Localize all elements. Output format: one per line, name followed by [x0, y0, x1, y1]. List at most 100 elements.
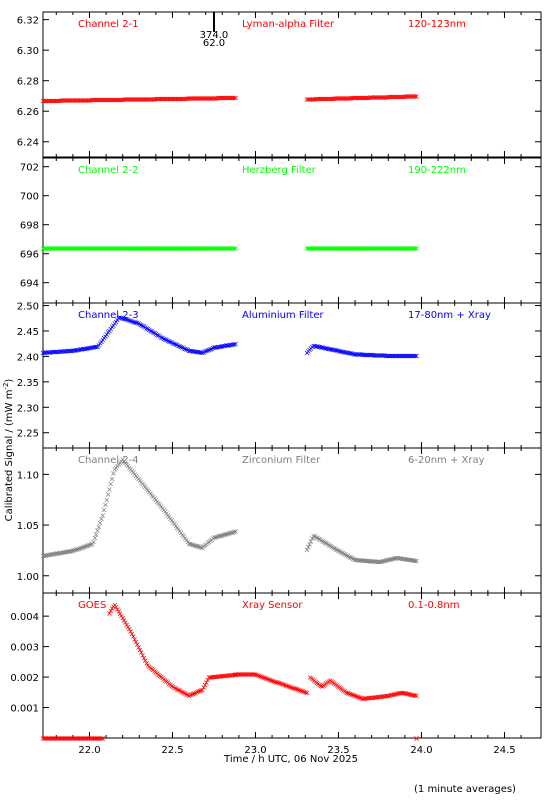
data-point: × — [268, 676, 275, 685]
data-point: × — [183, 536, 190, 545]
data-point: × — [339, 549, 346, 558]
data-point: × — [194, 688, 201, 697]
data-point: × — [314, 244, 321, 253]
data-point: × — [191, 347, 198, 356]
data-point: × — [207, 673, 214, 682]
data-point: × — [58, 347, 65, 356]
data-point: × — [157, 332, 164, 341]
data-point: × — [125, 622, 132, 631]
data-point: × — [202, 244, 209, 253]
data-point: × — [56, 549, 63, 558]
data-point: × — [134, 319, 141, 328]
data-point: × — [226, 94, 233, 103]
data-point: × — [343, 244, 350, 253]
data-point: × — [131, 635, 138, 644]
data-point: × — [195, 244, 202, 253]
data-point: × — [172, 94, 179, 103]
data-point: × — [231, 671, 238, 680]
data-point: × — [232, 340, 239, 349]
data-point: × — [191, 541, 198, 550]
data-point: × — [343, 94, 350, 103]
data-point: × — [129, 467, 136, 476]
data-point: × — [389, 93, 396, 102]
data-point: × — [66, 244, 73, 253]
data-point: × — [183, 94, 190, 103]
data-point: × — [135, 95, 142, 104]
data-point: × — [137, 476, 144, 485]
data-point: × — [351, 94, 358, 103]
data-point: × — [342, 348, 349, 357]
data-point: × — [198, 686, 205, 695]
data-point: × — [411, 556, 418, 565]
data-point: × — [408, 92, 415, 101]
data-point: × — [329, 345, 336, 354]
data-point: × — [141, 322, 148, 331]
data-point: × — [166, 679, 173, 688]
data-point: × — [412, 244, 419, 253]
data-point: × — [364, 350, 371, 359]
data-point: × — [371, 93, 378, 102]
data-point: × — [387, 351, 394, 360]
data-point: × — [339, 685, 346, 694]
data-point: × — [64, 244, 71, 253]
data-point: × — [269, 676, 276, 685]
data-point: × — [290, 684, 297, 693]
data-point: × — [77, 734, 84, 743]
data-point: × — [407, 92, 414, 101]
data-point: × — [384, 244, 391, 253]
data-point: × — [69, 346, 76, 355]
data-point: × — [212, 672, 219, 681]
data-point: × — [207, 94, 214, 103]
data-point: × — [393, 689, 400, 698]
data-point: × — [322, 344, 329, 353]
data-point: × — [129, 629, 136, 638]
data-point: × — [44, 348, 51, 357]
data-point: × — [413, 244, 420, 253]
data-point: × — [49, 244, 56, 253]
data-point: × — [134, 473, 141, 482]
data-point: × — [314, 678, 321, 687]
data-point: × — [157, 95, 164, 104]
data-point: × — [114, 462, 121, 471]
data-point: × — [42, 551, 49, 560]
data-point: × — [150, 328, 157, 337]
data-point: × — [45, 734, 52, 743]
data-point: × — [310, 95, 317, 104]
data-point: × — [115, 244, 122, 253]
data-point: × — [355, 692, 362, 701]
data-point: × — [393, 244, 400, 253]
data-point: × — [326, 345, 333, 354]
data-point: × — [375, 557, 382, 566]
data-point: × — [143, 95, 150, 104]
data-point: × — [61, 734, 68, 743]
data-point: × — [335, 94, 342, 103]
data-point: × — [304, 545, 311, 554]
data-point: × — [164, 336, 171, 345]
data-point: × — [404, 555, 411, 564]
data-point: × — [363, 556, 370, 565]
data-point: × — [198, 348, 205, 357]
data-point: × — [98, 244, 105, 253]
data-point: × — [151, 494, 158, 503]
data-point: × — [351, 691, 358, 700]
data-point: × — [105, 490, 112, 499]
data-point: × — [392, 351, 399, 360]
data-point: × — [355, 350, 362, 359]
x-tick-label: 22.0 — [78, 745, 100, 756]
data-point: × — [162, 244, 169, 253]
data-point: × — [149, 491, 156, 500]
data-point: × — [102, 500, 109, 509]
y-axis-label: Calibrated Signal / (mW m-2) — [2, 379, 15, 522]
data-point: × — [212, 94, 219, 103]
data-point: × — [203, 540, 210, 549]
data-point: × — [114, 95, 121, 104]
data-point: × — [68, 734, 75, 743]
data-point: × — [339, 347, 346, 356]
panel-name: Channel 2-2 — [78, 165, 139, 176]
y-tick-label: 2.50 — [17, 302, 39, 313]
data-point: × — [294, 685, 301, 694]
data-point: × — [373, 693, 380, 702]
data-point: × — [198, 244, 205, 253]
data-point: × — [195, 348, 202, 357]
data-point: × — [364, 557, 371, 566]
